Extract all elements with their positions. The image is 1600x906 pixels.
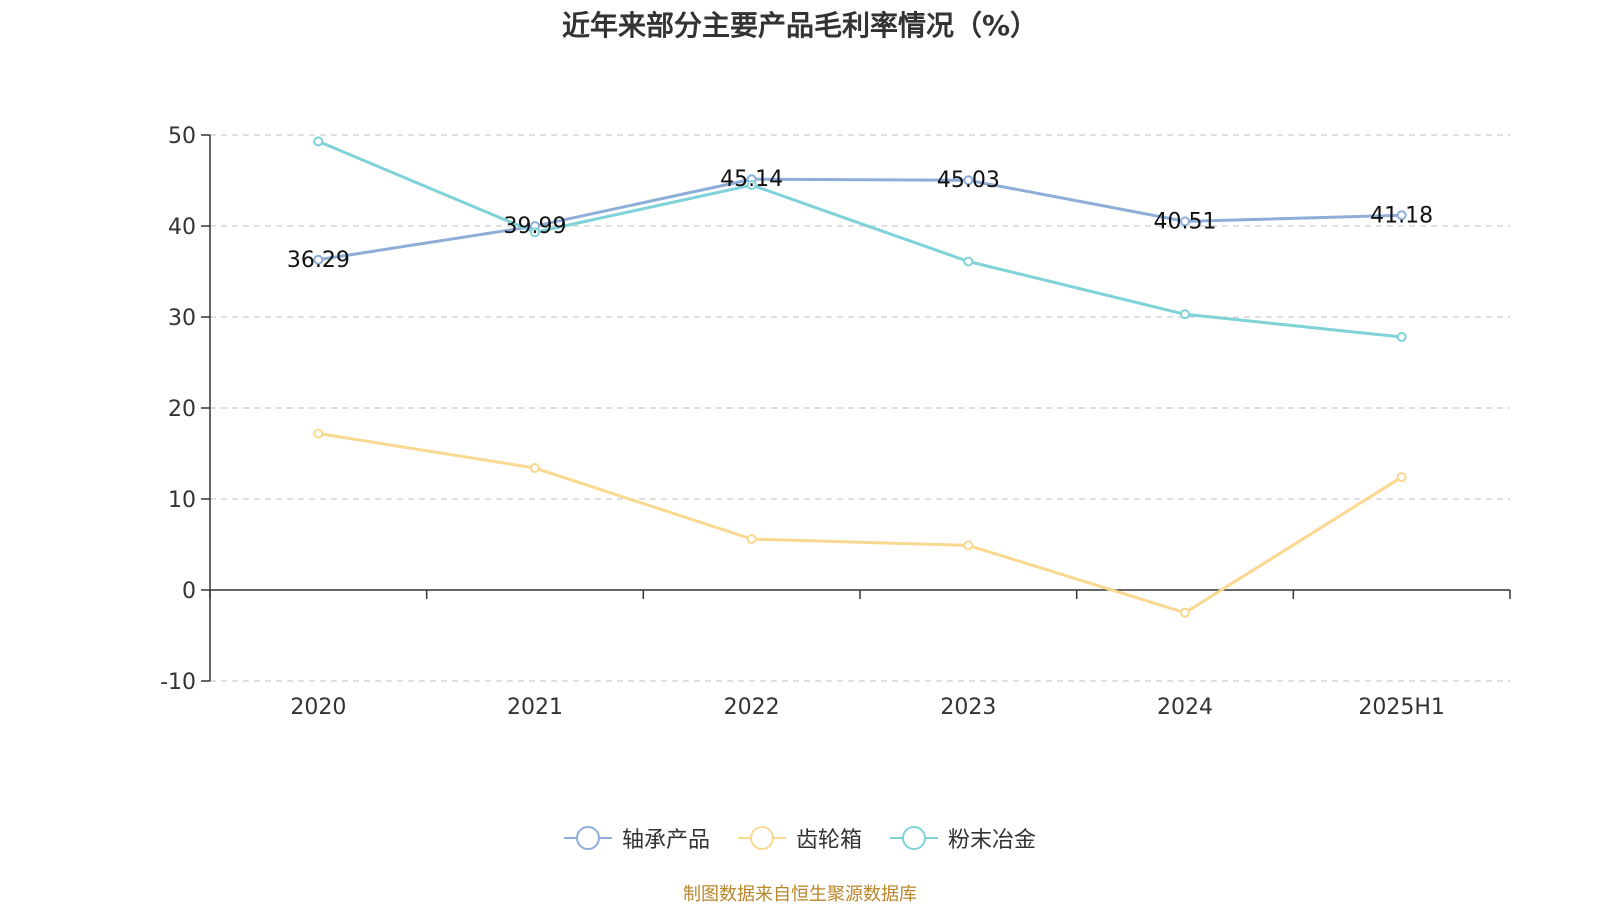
data-point	[313, 428, 324, 439]
series-lines	[313, 136, 1407, 618]
legend-label: 齿轮箱	[795, 828, 862, 853]
data-point	[746, 534, 757, 545]
y-tick-label: 20	[168, 397, 196, 422]
data-label: 45.14	[720, 167, 783, 192]
x-tick-label: 2021	[507, 695, 563, 720]
legend-swatch-icon	[737, 824, 786, 852]
y-tick-label: -10	[160, 670, 196, 695]
data-point	[746, 180, 757, 191]
data-point	[963, 540, 974, 551]
x-tick-label: 2020	[290, 695, 346, 720]
data-label: 40.51	[1154, 209, 1217, 234]
data-point	[1396, 472, 1407, 483]
y-tick-label: 30	[168, 306, 196, 331]
series-line-2	[318, 431, 1403, 615]
data-point	[313, 136, 324, 147]
data-labels: 36.29 39.99 45.14 45.03 40.51 41.18	[287, 167, 1433, 273]
data-point	[1180, 607, 1190, 618]
data-label: 36.29	[287, 248, 350, 273]
data-label: 39.99	[504, 214, 567, 239]
x-tick-label: 2024	[1157, 695, 1213, 720]
x-tick-label: 2022	[724, 695, 780, 720]
data-point	[1396, 332, 1407, 343]
line-chart: -10 0 10 20 30 40 50 2020 2021 2022 2023 2024 2025H1…	[160, 124, 1511, 720]
legend-swatch-icon	[563, 824, 612, 852]
data-point	[530, 227, 540, 238]
data-point	[1180, 309, 1190, 320]
grid-lines	[210, 134, 1510, 682]
legend-swatch-icon	[890, 824, 938, 852]
x-tick-label: 2025H1	[1358, 695, 1445, 720]
legend-item[interactable]: 轴承产品	[563, 822, 710, 854]
series-line-1	[318, 177, 1402, 262]
x-tick-label: 2023	[940, 695, 996, 720]
data-label: 41.18	[1370, 203, 1433, 228]
data-label: 45.03	[937, 168, 1000, 193]
data-point	[1396, 210, 1407, 221]
y-tick-label: 0	[182, 579, 196, 604]
series-line-3	[317, 139, 1402, 339]
legend-item[interactable]: 齿轮箱	[737, 822, 862, 854]
y-tick-label: 50	[168, 124, 196, 149]
data-point	[530, 463, 540, 474]
legend-item[interactable]: 粉末冶金	[890, 822, 1036, 854]
data-point	[963, 256, 974, 267]
y-tick-label: 40	[168, 215, 196, 240]
axes: -10 0 10 20 30 40 50 2020 2021 2022 2023 2024 2025H1	[160, 124, 1511, 720]
chart-title: 近年来部分主要产品毛利率情况（%）	[561, 9, 1039, 42]
legend-label: 粉末冶金	[948, 828, 1037, 853]
legend-label: 轴承产品	[621, 828, 710, 853]
legend: 轴承产品 齿轮箱 粉末冶金	[0, 822, 1600, 854]
y-tick-label: 10	[168, 488, 196, 513]
data-point	[1180, 216, 1190, 227]
data-point	[313, 254, 324, 265]
data-point	[963, 175, 974, 186]
source-note: 制图数据来自恒生聚源数据库	[683, 884, 917, 905]
